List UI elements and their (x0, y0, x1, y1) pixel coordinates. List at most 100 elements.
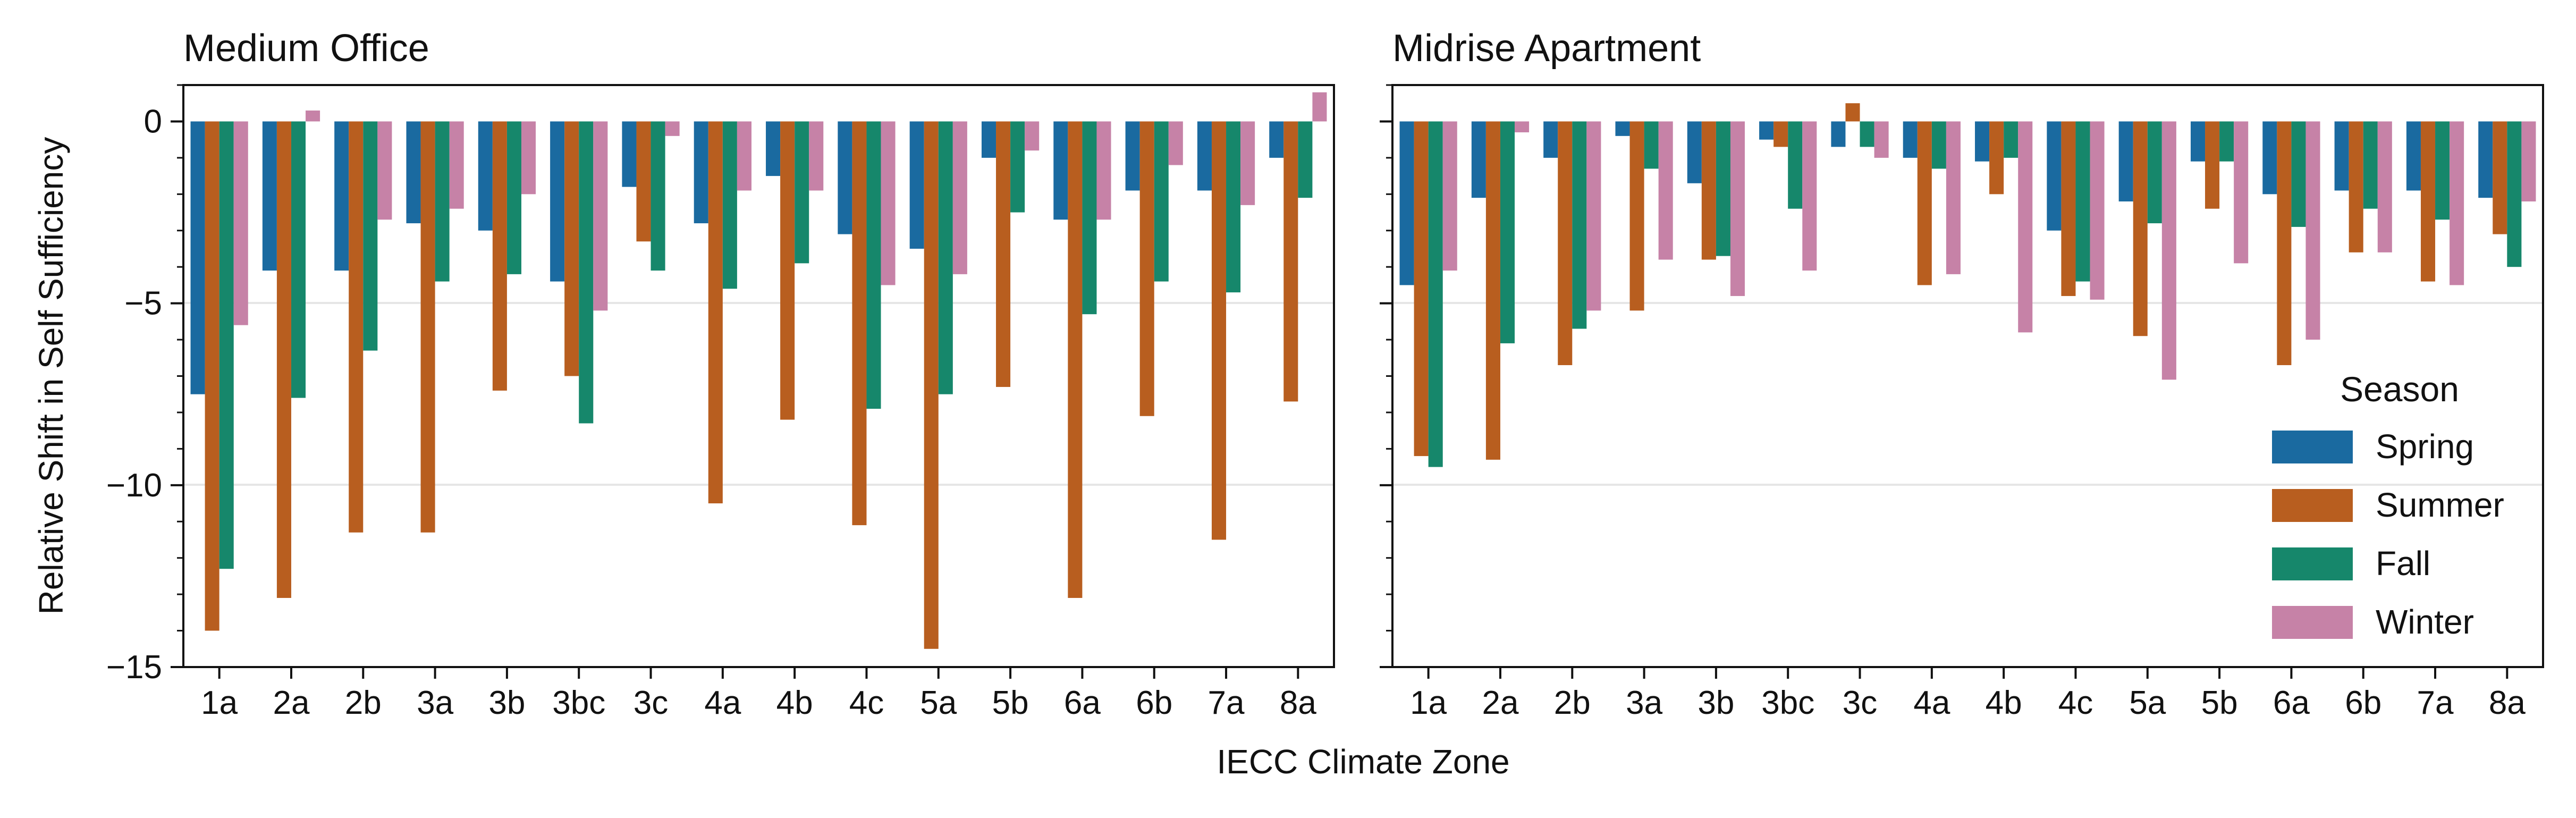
bar-fall-5a (2147, 121, 2162, 224)
bar-fall-8a (1298, 121, 1313, 198)
bar-fall-2b (1572, 121, 1587, 329)
y-tick-label: −10 (106, 467, 162, 504)
bar-winter-4c (881, 121, 896, 285)
bar-fall-5a (938, 121, 953, 394)
bar-winter-6a (2305, 121, 2320, 340)
x-tick-label: 3b (1697, 685, 1734, 721)
bar-winter-3bc (593, 121, 608, 311)
bar-winter-3c (665, 121, 680, 136)
bar-spring-3bc (550, 121, 565, 282)
bar-summer-3a (1629, 121, 1644, 311)
x-tick-label: 3bc (552, 685, 605, 721)
x-tick-label: 2b (1554, 685, 1591, 721)
x-tick-label: 8a (2489, 685, 2526, 721)
legend-item-spring: Spring (2272, 427, 2474, 466)
x-tick-label: 6a (1064, 685, 1101, 721)
bar-spring-8a (1269, 121, 1284, 158)
bar-fall-4c (2075, 121, 2090, 282)
bar-fall-5b (2219, 121, 2234, 162)
bar-spring-5b (2190, 121, 2206, 162)
bar-fall-2a (291, 121, 306, 398)
bar-fall-4a (1931, 121, 1946, 169)
bar-spring-4b (766, 121, 781, 176)
bar-spring-3c (1831, 121, 1846, 147)
bar-fall-4a (722, 121, 737, 289)
bar-fall-6a (2291, 121, 2306, 227)
bar-summer-4a (1917, 121, 1932, 285)
bar-spring-4b (1975, 121, 1990, 162)
y-tick-label: −15 (106, 649, 162, 686)
bar-spring-4c (838, 121, 852, 234)
x-tick-label: 4b (776, 685, 813, 721)
bar-summer-2b (1558, 121, 1573, 365)
x-tick-label: 4a (704, 685, 741, 721)
bar-winter-3bc (1802, 121, 1817, 271)
bar-winter-6b (2377, 121, 2392, 252)
panel-midrise-apartment: Midrise Apartment 1a 2a 2b 3a 3b 3bc 3c 4a 4b 4c 5… (1380, 27, 2544, 721)
bar-fall-8a (2507, 121, 2522, 267)
bar-summer-5a (924, 121, 939, 649)
bar-spring-6a (1053, 121, 1068, 220)
bar-summer-3b (492, 121, 507, 391)
bar-summer-3bc (1773, 121, 1788, 147)
bar-winter-1a (1442, 121, 1457, 271)
bar-winter-3a (1658, 121, 1673, 260)
bar-spring-2a (262, 121, 277, 271)
bar-winter-5a (2161, 121, 2176, 380)
bar-fall-3c (1860, 121, 1874, 147)
y-axis (1380, 84, 1392, 668)
bar-fall-4c (866, 121, 881, 409)
bar-fall-3b (1716, 121, 1730, 256)
legend-label: Winter (2376, 603, 2474, 641)
x-tick-label: 7a (1208, 685, 1245, 721)
bar-fall-4b (795, 121, 809, 264)
x-tick-label: 3b (488, 685, 525, 721)
bar-winter-4b (2018, 121, 2033, 333)
bar-winter-7a (1240, 121, 1255, 205)
bar-summer-2a (1485, 121, 1500, 460)
bar-summer-2b (349, 121, 364, 533)
y-axis: 0 −5 −10 −15 (106, 84, 183, 686)
bar-spring-5b (981, 121, 996, 158)
x-tick-label: 2a (1482, 685, 1518, 721)
bar-fall-6b (1154, 121, 1169, 282)
bar-winter-3b (521, 121, 536, 195)
bar-winter-5b (2234, 121, 2249, 264)
legend-item-fall: Fall (2272, 544, 2430, 583)
legend-swatch (2272, 547, 2353, 580)
panel-title: Medium Office (183, 27, 429, 70)
x-tick-label: 7a (2417, 685, 2454, 721)
panel-medium-office: Medium Office 0 −5 −10 −15 1a 2a 2b 3a 3b 3bc 3c 4… (106, 27, 1335, 721)
x-axis-label: IECC Climate Zone (1217, 743, 1509, 781)
bar-spring-3b (1687, 121, 1702, 183)
x-axis: 1a 2a 2b 3a 3b 3bc 3c 4a 4b 4c 5a 5b 6a 6b 7a 8a (201, 667, 1316, 721)
bar-fall-1a (1428, 121, 1443, 467)
bar-summer-4b (1989, 121, 2004, 195)
bar-summer-5b (996, 121, 1011, 387)
bar-winter-4a (1946, 121, 1961, 274)
bar-summer-6a (1068, 121, 1083, 598)
bar-spring-1a (1399, 121, 1414, 285)
bar-spring-2b (1543, 121, 1558, 158)
x-tick-label: 1a (201, 685, 238, 721)
bar-summer-6b (2349, 121, 2363, 252)
y-tick-label: 0 (144, 103, 162, 140)
x-tick-label: 3bc (1761, 685, 1814, 721)
bars-group (1399, 103, 2536, 467)
x-tick-label: 8a (1280, 685, 1316, 721)
bar-fall-6a (1082, 121, 1097, 315)
bar-fall-3bc (579, 121, 594, 424)
legend-label: Fall (2376, 544, 2430, 583)
bar-spring-6b (2334, 121, 2349, 191)
bar-winter-6a (1096, 121, 1111, 220)
bar-fall-6b (2363, 121, 2378, 209)
panel-title: Midrise Apartment (1392, 27, 1701, 70)
bar-winter-2a (1515, 121, 1530, 132)
x-tick-label: 3a (1626, 685, 1662, 721)
bar-winter-5b (1025, 121, 1040, 151)
bar-winter-5a (952, 121, 967, 274)
bar-spring-3b (478, 121, 493, 231)
x-tick-label: 6a (2273, 685, 2310, 721)
bar-fall-5b (1010, 121, 1025, 213)
bar-fall-4b (2004, 121, 2018, 158)
